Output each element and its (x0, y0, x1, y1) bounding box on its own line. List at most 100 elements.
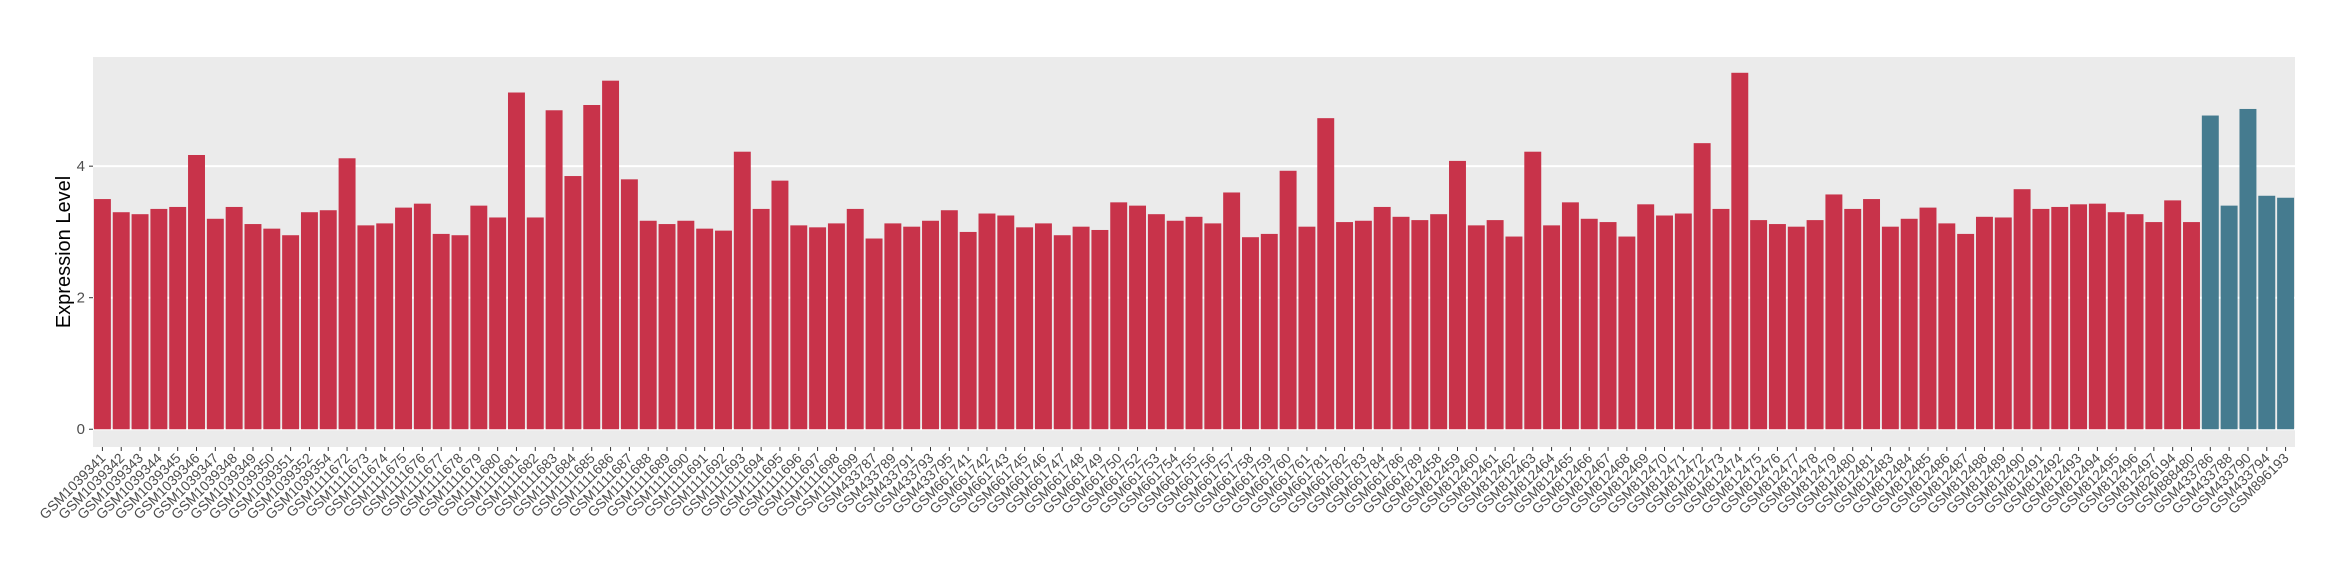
bar (93, 199, 111, 430)
bar (1938, 223, 1956, 430)
bar (827, 223, 845, 430)
bar (2220, 205, 2238, 430)
bar (2183, 222, 2200, 430)
bar (1185, 216, 1203, 430)
bar (639, 220, 657, 430)
bar (620, 179, 638, 430)
bar (752, 208, 770, 430)
bar (978, 213, 996, 430)
bar (1053, 235, 1071, 430)
bar (1336, 222, 1354, 430)
bar (169, 206, 187, 430)
bar (489, 217, 507, 430)
bar (395, 207, 413, 430)
bar (507, 92, 525, 430)
bar (188, 154, 205, 430)
bar (2107, 212, 2125, 430)
bar (1994, 217, 2012, 430)
y-axis-label: Expression Level (53, 176, 75, 328)
bar (1260, 233, 1278, 430)
bar (451, 235, 469, 430)
bar (225, 206, 243, 430)
bar (1147, 214, 1165, 430)
bar (244, 224, 262, 430)
bar (338, 158, 356, 430)
bar (959, 231, 977, 430)
bar (1881, 226, 1899, 430)
bar (1806, 220, 1824, 430)
bar (922, 220, 939, 430)
bar (1524, 151, 1542, 430)
bar (1580, 218, 1598, 430)
bar (1825, 194, 1843, 430)
bar (1241, 237, 1259, 430)
bar (715, 230, 732, 430)
bar (1411, 220, 1429, 430)
bar (2126, 214, 2144, 430)
bar (1863, 199, 1881, 430)
bar (1844, 208, 1862, 430)
bar (1712, 208, 1730, 430)
y-tick-label: 2 (77, 290, 85, 307)
bar (1072, 226, 1090, 430)
bar (2032, 208, 2050, 430)
bar (2277, 197, 2295, 430)
bar (1957, 233, 1975, 430)
bar (1110, 202, 1128, 430)
bar (1449, 160, 1466, 430)
bar (1467, 225, 1485, 430)
bar (1373, 206, 1391, 430)
y-tick-label: 4 (77, 158, 85, 175)
bar (1298, 226, 1316, 430)
bar (658, 224, 676, 430)
bar (1674, 213, 1692, 430)
bar (206, 218, 224, 430)
bar (1129, 205, 1147, 430)
bar (583, 105, 601, 430)
bar (545, 110, 563, 430)
bar (432, 233, 450, 430)
bar (809, 227, 827, 430)
bar (282, 235, 300, 430)
bar (1430, 214, 1448, 430)
bar (677, 220, 695, 430)
bar (1599, 222, 1617, 430)
y-tick-label: 0 (77, 421, 85, 438)
bar (112, 212, 130, 430)
bar (263, 228, 281, 430)
bar (150, 208, 168, 430)
bar (526, 217, 544, 430)
bar (1656, 215, 1673, 430)
bar (300, 212, 318, 430)
bar (1637, 204, 1655, 430)
bar (1505, 236, 1523, 430)
bar (2201, 115, 2219, 430)
bar (1731, 72, 1749, 430)
bar (1543, 225, 1561, 430)
bar (1750, 220, 1768, 430)
bar (1486, 220, 1504, 430)
bar (2239, 108, 2257, 430)
bar (1279, 170, 1297, 430)
bar (1091, 229, 1109, 430)
bar (1787, 226, 1805, 430)
bar (771, 180, 789, 430)
bar (1204, 223, 1222, 430)
bar (2088, 203, 2106, 430)
bar (997, 215, 1015, 430)
bar (1034, 223, 1052, 430)
bar (2164, 200, 2182, 430)
bar (1919, 207, 1937, 430)
bar (357, 225, 375, 430)
bar (1354, 220, 1372, 430)
bar (1693, 143, 1711, 430)
bar (564, 176, 582, 430)
bar (865, 238, 883, 430)
bar (1561, 202, 1579, 430)
bar (903, 226, 921, 430)
bar (319, 210, 337, 430)
bar (884, 223, 902, 430)
bar (2258, 195, 2276, 430)
bar (733, 151, 751, 430)
